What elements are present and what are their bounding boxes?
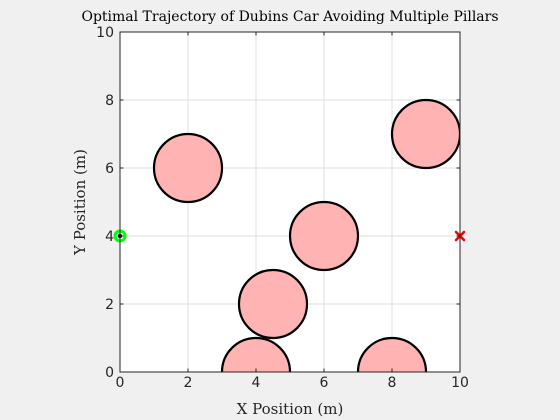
y-tick-label: 4 [105, 229, 114, 245]
y-tick-label: 2 [105, 297, 114, 313]
y-axis-title: Y Position (m) [71, 149, 89, 256]
pillar-circle [237, 268, 309, 340]
x-tick-label: 10 [451, 375, 469, 391]
x-axis-title: X Position (m) [237, 400, 344, 418]
x-tick-label: 2 [184, 375, 193, 391]
pillar-circle [152, 132, 224, 204]
chart-title: Optimal Trajectory of Dubins Car Avoidin… [81, 9, 498, 25]
y-tick-label: 0 [105, 365, 114, 381]
x-tick-label: 4 [252, 375, 261, 391]
y-tick-label: 10 [96, 25, 114, 41]
x-tick-label: 6 [320, 375, 329, 391]
pillar-circle [356, 336, 428, 372]
y-tick-label: 8 [105, 93, 114, 109]
pillar-circle [390, 98, 460, 170]
pillar-circle [288, 200, 360, 272]
y-tick-label: 6 [105, 161, 114, 177]
ticks: 0 2 4 6 8 10 0 2 4 6 8 10 [96, 25, 469, 391]
obstacles [152, 98, 460, 372]
x-tick-label: 0 [116, 375, 125, 391]
pillar-circle [220, 336, 292, 372]
x-tick-label: 8 [388, 375, 397, 391]
axes-box [119, 31, 461, 373]
